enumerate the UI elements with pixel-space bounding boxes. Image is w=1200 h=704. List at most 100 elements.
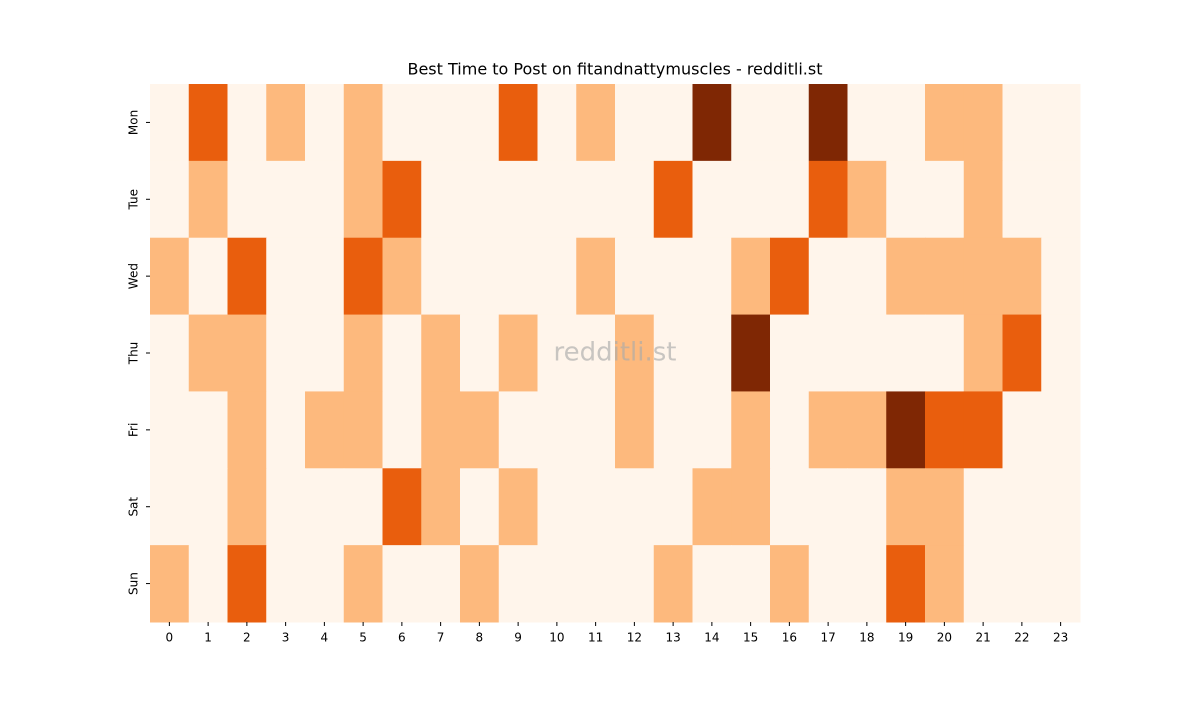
heat-cell bbox=[305, 468, 345, 546]
heat-cell bbox=[886, 391, 926, 469]
heat-cell bbox=[421, 468, 461, 546]
heat-cell bbox=[963, 160, 1003, 239]
heat-cell bbox=[653, 314, 693, 392]
x-tick-label: 22 bbox=[1014, 631, 1029, 645]
heat-cell bbox=[808, 545, 848, 623]
heat-cell bbox=[808, 84, 848, 162]
heat-cell bbox=[150, 84, 190, 162]
heat-cell bbox=[1041, 545, 1081, 623]
heat-cell bbox=[886, 468, 926, 546]
heat-cell bbox=[188, 237, 228, 316]
heat-cell bbox=[266, 84, 306, 162]
heat-cell bbox=[808, 237, 848, 316]
heat-cell bbox=[188, 84, 228, 162]
heat-cell bbox=[808, 391, 848, 469]
heat-cell bbox=[188, 391, 228, 469]
heat-cell bbox=[576, 314, 616, 392]
cells bbox=[150, 84, 1081, 623]
chart-title: Best Time to Post on fitandnattymuscles … bbox=[407, 60, 822, 79]
heat-cell bbox=[770, 84, 810, 162]
heat-cell bbox=[653, 84, 693, 162]
heat-cell bbox=[460, 160, 500, 239]
heat-cell bbox=[460, 314, 500, 392]
heat-cell bbox=[692, 468, 732, 546]
heat-cell bbox=[343, 391, 383, 469]
heat-cell bbox=[615, 391, 655, 469]
y-tick-label: Wed bbox=[127, 263, 141, 289]
heat-cell bbox=[1002, 84, 1042, 162]
heat-cell bbox=[576, 160, 616, 239]
heat-cell bbox=[925, 468, 965, 546]
x-tick-label: 7 bbox=[437, 631, 445, 645]
heat-cell bbox=[576, 237, 616, 316]
watermark: redditli.st bbox=[554, 338, 677, 368]
heat-cell bbox=[1041, 314, 1081, 392]
heat-cell bbox=[188, 314, 228, 392]
heat-cell bbox=[382, 160, 422, 239]
heat-cell bbox=[847, 160, 887, 239]
heat-cell bbox=[305, 314, 345, 392]
heat-cell bbox=[343, 160, 383, 239]
heat-cell bbox=[421, 314, 461, 392]
heat-cell bbox=[266, 237, 306, 316]
x-tick-label: 21 bbox=[975, 631, 990, 645]
x-tick-label: 5 bbox=[359, 631, 367, 645]
heat-cell bbox=[1041, 468, 1081, 546]
x-tick-label: 19 bbox=[898, 631, 913, 645]
x-tick-label: 13 bbox=[665, 631, 680, 645]
heat-cell bbox=[925, 237, 965, 316]
heat-cell bbox=[963, 84, 1003, 162]
heat-cell bbox=[188, 468, 228, 546]
heat-cell bbox=[731, 545, 771, 623]
heat-cell bbox=[382, 545, 422, 623]
x-tick-label: 12 bbox=[627, 631, 642, 645]
heat-cell bbox=[1041, 237, 1081, 316]
heat-cell bbox=[731, 314, 771, 392]
heat-cell bbox=[1002, 237, 1042, 316]
heat-cell bbox=[421, 160, 461, 239]
heat-cell bbox=[537, 160, 577, 239]
heat-cell bbox=[925, 84, 965, 162]
heat-cell bbox=[421, 84, 461, 162]
heat-cell bbox=[343, 314, 383, 392]
heat-cell bbox=[1041, 160, 1081, 239]
heat-cell bbox=[847, 468, 887, 546]
heat-cell bbox=[537, 237, 577, 316]
heat-cell bbox=[266, 314, 306, 392]
heat-cell bbox=[227, 545, 267, 623]
heat-cell bbox=[498, 314, 538, 392]
heat-cell bbox=[227, 314, 267, 392]
heat-cell bbox=[150, 314, 190, 392]
heat-cell bbox=[305, 545, 345, 623]
heat-cell bbox=[1002, 545, 1042, 623]
x-tick-label: 16 bbox=[782, 631, 797, 645]
heat-cell bbox=[925, 545, 965, 623]
heat-cell bbox=[770, 391, 810, 469]
x-tick-label: 0 bbox=[166, 631, 174, 645]
heat-cell bbox=[266, 468, 306, 546]
heat-cell bbox=[1041, 391, 1081, 469]
heat-cell bbox=[460, 545, 500, 623]
heat-cell bbox=[925, 391, 965, 469]
heat-cell bbox=[498, 160, 538, 239]
x-tick-label: 11 bbox=[588, 631, 603, 645]
heat-cell bbox=[847, 545, 887, 623]
heat-cell bbox=[498, 545, 538, 623]
heat-cell bbox=[847, 84, 887, 162]
heat-cell bbox=[1002, 391, 1042, 469]
heat-cell bbox=[498, 84, 538, 162]
heat-cell bbox=[227, 391, 267, 469]
heat-cell bbox=[576, 468, 616, 546]
x-tick-label: 4 bbox=[321, 631, 329, 645]
heat-cell bbox=[537, 391, 577, 469]
heat-cell bbox=[886, 237, 926, 316]
heat-cell bbox=[963, 545, 1003, 623]
heat-cell bbox=[692, 160, 732, 239]
heat-cell bbox=[692, 545, 732, 623]
x-tick-label: 14 bbox=[704, 631, 719, 645]
heat-cell bbox=[731, 160, 771, 239]
heat-cell bbox=[150, 468, 190, 546]
heat-cell bbox=[808, 314, 848, 392]
heat-cell bbox=[537, 314, 577, 392]
heat-cell bbox=[615, 314, 655, 392]
